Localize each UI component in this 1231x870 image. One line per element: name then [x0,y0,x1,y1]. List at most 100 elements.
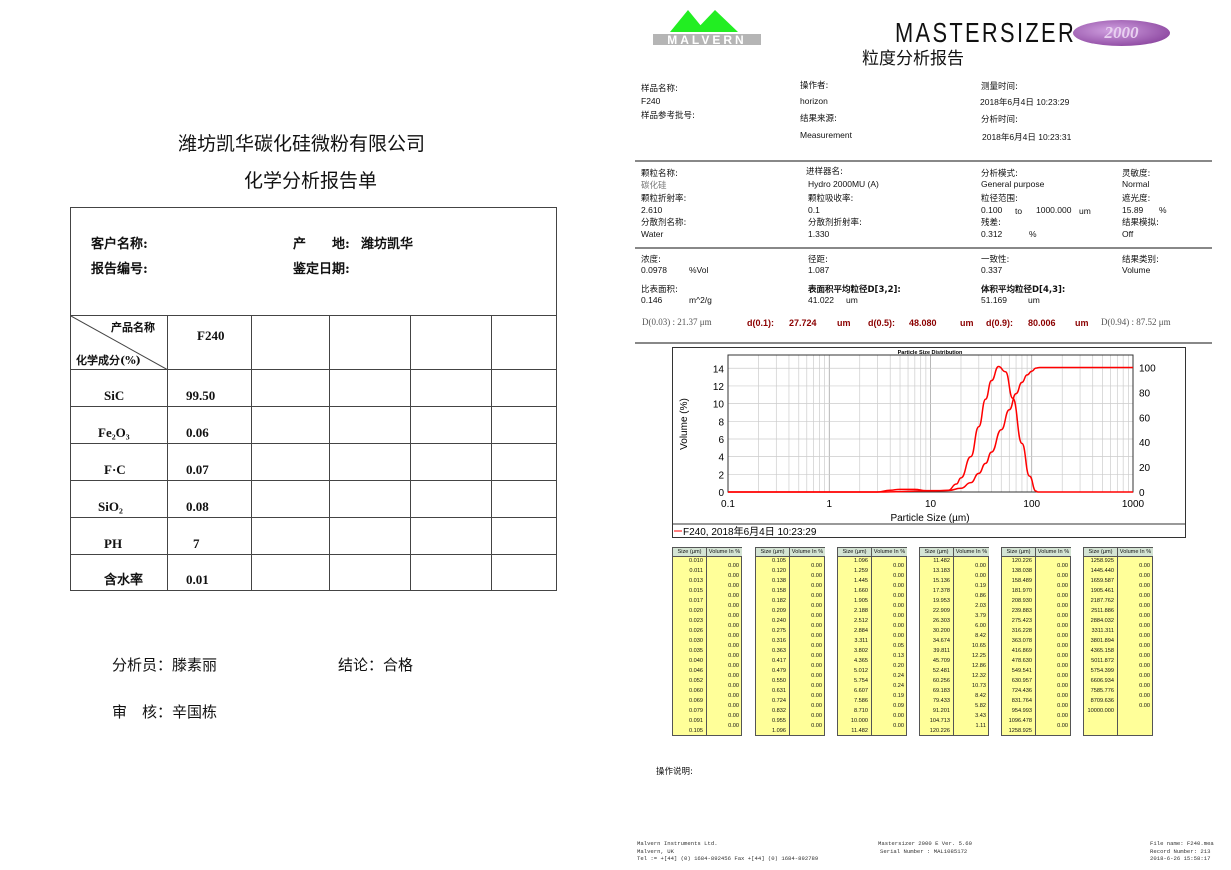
volume-cell: 0.20 [893,663,904,669]
report-number-label: 报告编号: [91,262,148,277]
residual: 0.312 [981,229,1003,239]
volume-header: Volume In % [790,548,825,557]
size-cell: 363.078 [1011,638,1032,644]
header-info-cell: 客户名称: 报告编号: 产 地: 潍坊凯华 鉴定日期: [70,207,557,316]
size-cell: 19.953 [932,598,950,604]
chart-title: Particle Size Distribution [898,350,963,356]
size-cell: 831.764 [1011,698,1032,704]
component-value: 7 [167,517,252,555]
size-cell: 0.105 [689,728,703,734]
size-cell: 0.724 [772,698,786,704]
volume-cell: 1.11 [975,723,986,729]
size-cell: 0.079 [689,708,703,714]
sensitivity: Normal [1122,179,1150,189]
volume-cell: 0.00 [728,693,739,699]
volume-cell: 0.00 [1139,583,1150,589]
volume-cell: 0.00 [1139,693,1150,699]
y2-tick-label: 100 [1139,363,1156,374]
size-cell: 0.182 [772,598,786,604]
volume-cell: 10.73 [972,683,986,689]
size-cell: 0.479 [772,668,786,674]
size-cell: 208.930 [1011,598,1032,604]
operator-label: 操作者: [800,81,829,91]
size-cell: 120.226 [1011,558,1032,564]
origin-value: 潍坊凯华 [361,237,414,252]
volume-cell: 0.00 [811,593,822,599]
volume-cell: 0.00 [1057,623,1068,629]
size-cell: 416.869 [1011,648,1032,654]
size-range-unit: um [1079,206,1091,216]
size-cell: 1.259 [854,568,868,574]
source-label: 结果来源: [800,114,837,124]
volume-cell: 0.00 [893,723,904,729]
volume-cell: 0.00 [893,713,904,719]
size-cell: 316.228 [1011,628,1032,634]
size-cell: 0.417 [772,658,786,664]
size-cell: 1096.478 [1008,718,1032,724]
component-name: 含水率 [70,554,168,591]
y2-tick-label: 80 [1139,388,1151,399]
legend-entry: F240, 2018年6月4日 10:23:29 [683,525,817,538]
ssa-unit: m^2/g [689,295,712,305]
y2-tick-label: 60 [1139,413,1151,424]
y-tick-label: 10 [713,400,725,411]
d05: 48.080 [909,318,937,328]
y-tick-label: 12 [713,382,725,393]
sample-batch-label: 样品参考批号: [641,111,695,121]
volume-cell: 0.24 [893,683,904,689]
volume-cell: 0.00 [728,613,739,619]
component-name: F·C [70,443,168,481]
sensitivity-label: 灵敏度: [1122,169,1151,179]
size-cell: 1659.587 [1090,578,1114,584]
size-cell: 0.363 [772,648,786,654]
size-cell: 2.512 [854,618,868,624]
volume-cell: 0.00 [1057,643,1068,649]
y-tick-label: 0 [718,488,724,499]
component-name: PH [70,517,168,555]
volume-header: Volume In % [954,548,989,557]
volume-cell: 0.00 [1057,723,1068,729]
size-cell: 3.311 [854,638,868,644]
size-cell: 0.158 [772,588,786,594]
size-cell: 0.275 [772,628,786,634]
concentration: 0.0978 [641,265,667,275]
size-cell: 3311.311 [1091,628,1115,634]
volume-cell: 0.00 [1139,623,1150,629]
volume-cell: 0.00 [728,623,739,629]
size-cell: 0.026 [689,628,703,634]
size-cell: 0.011 [689,568,703,574]
footer-company: Malvern Instruments Ltd. [637,840,718,847]
analysis-time-label: 分析时间: [981,115,1018,125]
dispersant-ri: 1.330 [808,229,830,239]
volume-cell: 0.00 [1057,653,1068,659]
size-cell: 1258.925 [1090,558,1114,564]
size-cell: 2884.032 [1090,618,1114,624]
source: Measurement [800,130,852,140]
x-tick-label: 100 [1023,499,1040,510]
size-header: Size (µm) [756,548,789,557]
size-cell: 0.023 [689,618,703,624]
sample-name-label: 样品名称: [641,84,678,94]
particle-ri-label: 颗粒折射率: [641,194,687,204]
size-cell: 954.993 [1011,708,1032,714]
product-name-header: 产品名称 [111,321,155,334]
size-cell: 1905.461 [1090,588,1114,594]
size-cell: 1445.440 [1090,568,1114,574]
volume-cell: 0.00 [893,563,904,569]
volume-cell: 0.00 [811,683,822,689]
volume-cell: 8.42 [975,693,986,699]
size-cell: 17.378 [932,588,950,594]
size-cell: 0.955 [772,718,786,724]
d01: 27.724 [789,318,817,328]
span-label: 径距: [808,255,828,265]
d09-unit: um [1075,318,1089,328]
volume-cell: 0.00 [811,633,822,639]
volume-cell: 0.00 [893,573,904,579]
size-cell: 8709.636 [1090,698,1114,704]
size-cell: 7585.776 [1090,688,1114,694]
y2-tick-label: 20 [1139,463,1151,474]
measure-time: 2018年6月4日 10:23:29 [980,97,1070,107]
volume-cell: 0.00 [728,603,739,609]
span: 1.087 [808,265,830,275]
volume-cell: 0.00 [728,653,739,659]
